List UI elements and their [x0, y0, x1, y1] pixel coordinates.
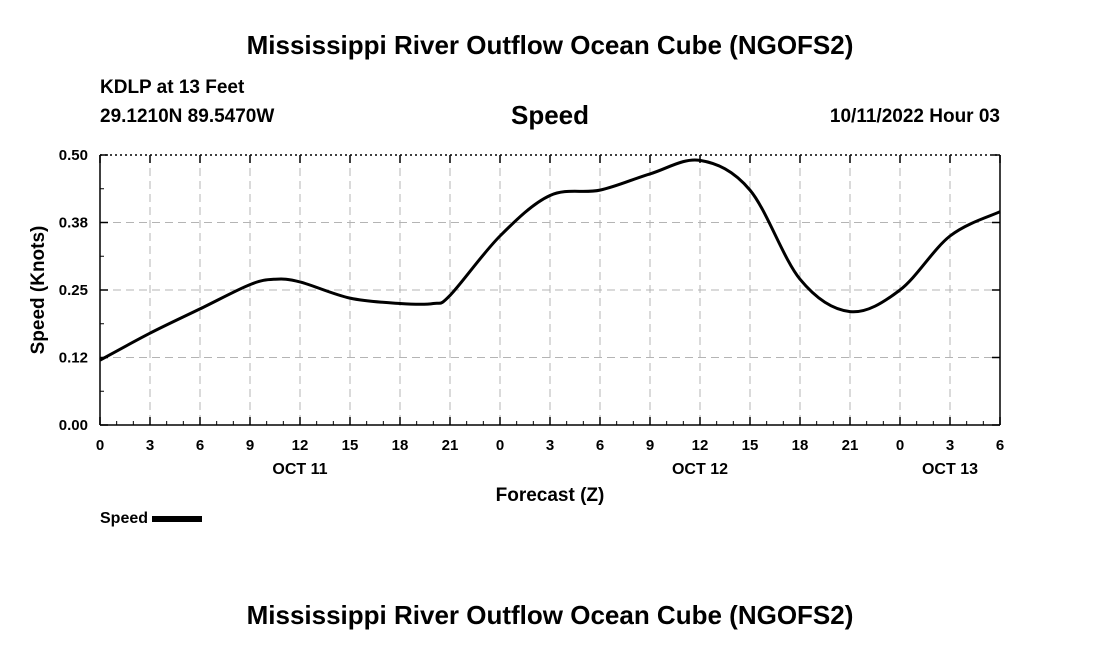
- x-tick-label: 15: [742, 437, 759, 454]
- legend-label: Speed: [100, 510, 149, 527]
- y-tick-label: 0.00: [59, 417, 88, 434]
- x-tick-label: 3: [946, 437, 954, 454]
- y-tick-label: 0.50: [59, 147, 88, 164]
- date-label: OCT 12: [672, 461, 728, 478]
- footer-title: Mississippi River Outflow Ocean Cube (NG…: [246, 600, 854, 630]
- chart-title: Mississippi River Outflow Ocean Cube (NG…: [246, 30, 854, 60]
- x-tick-label: 21: [842, 437, 859, 454]
- y-tick-label: 0.25: [59, 282, 88, 299]
- x-tick-label: 12: [692, 437, 709, 454]
- x-tick-label: 9: [246, 437, 254, 454]
- y-tick-label: 0.38: [59, 215, 88, 232]
- x-tick-label: 15: [342, 437, 359, 454]
- x-tick-label: 0: [496, 437, 504, 454]
- x-tick-label: 3: [546, 437, 554, 454]
- legend-swatch: [152, 516, 203, 522]
- x-tick-label: 0: [96, 437, 104, 454]
- series-line-speed: [99, 158, 1001, 362]
- date-label: OCT 13: [922, 461, 978, 478]
- coordinates-label: 29.1210N 89.5470W: [100, 106, 275, 127]
- x-tick-label: 3: [146, 437, 154, 454]
- x-tick-label: 21: [442, 437, 459, 454]
- station-label: KDLP at 13 Feet: [100, 77, 245, 98]
- x-tick-label: 0: [896, 437, 904, 454]
- x-tick-label: 6: [996, 437, 1004, 454]
- chart-subtitle: Speed: [510, 100, 590, 130]
- y-tick-label: 0.12: [59, 350, 88, 367]
- y-axis-label: Speed (Knots): [28, 226, 49, 355]
- x-tick-label: 12: [292, 437, 309, 454]
- x-axis-label: Forecast (Z): [496, 485, 605, 506]
- x-tick-label: 6: [196, 437, 204, 454]
- date-label: OCT 11: [272, 461, 327, 478]
- forecast-datetime: 10/11/2022 Hour 03: [829, 106, 1000, 127]
- legend: Speed: [100, 510, 203, 528]
- x-tick-label: 18: [392, 437, 409, 454]
- x-tick-label: 9: [646, 437, 654, 454]
- x-tick-label: 6: [596, 437, 604, 454]
- x-tick-label: 18: [792, 437, 809, 454]
